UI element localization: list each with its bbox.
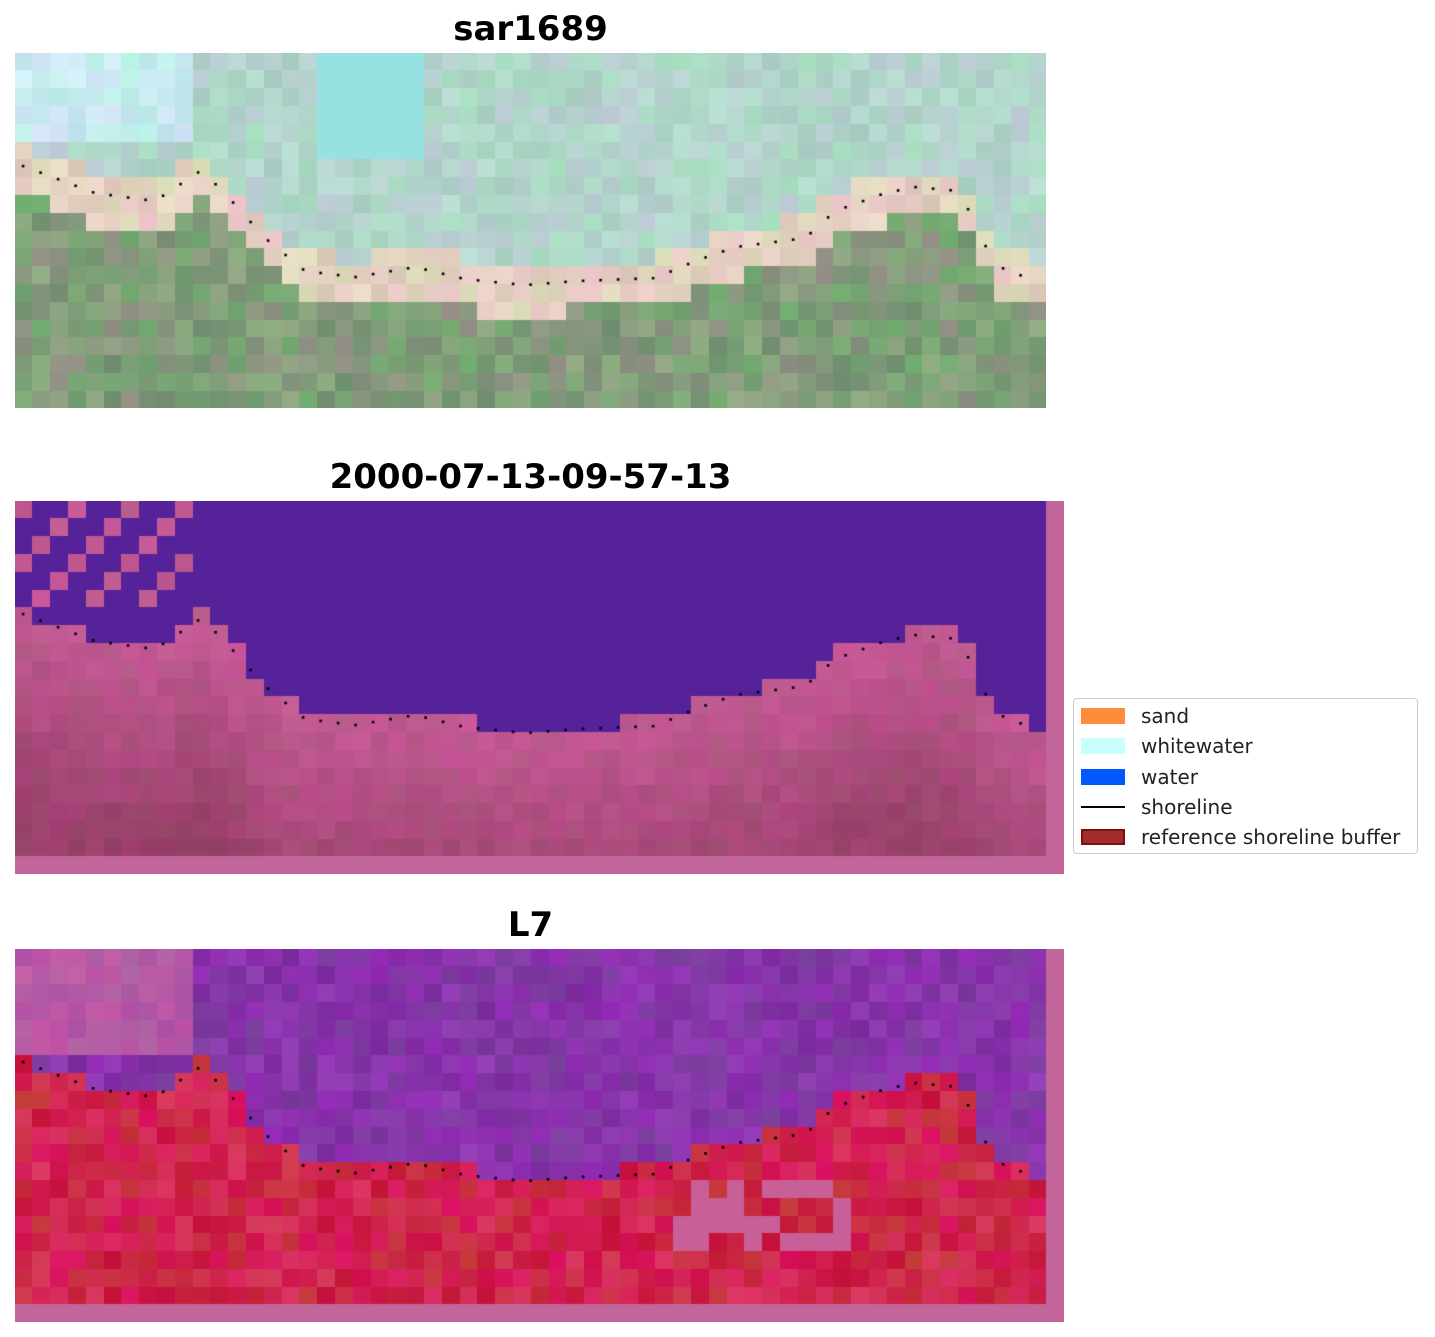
legend-label-sand: sand [1141, 704, 1190, 728]
legend-item-buffer: reference shoreline buffer [1081, 825, 1400, 849]
index-image-panel [15, 949, 1064, 1322]
legend-item-water: water [1081, 765, 1198, 789]
rgb-image-panel [15, 53, 1046, 408]
legend-item-shoreline: shoreline [1081, 795, 1233, 819]
rgb-image [15, 53, 1046, 408]
legend-label-water: water [1141, 765, 1198, 789]
whitewater-swatch [1081, 738, 1125, 754]
legend-label-shoreline: shoreline [1141, 795, 1233, 819]
buffer-swatch [1081, 829, 1125, 845]
panel-title-3: L7 [507, 905, 554, 945]
index-image [15, 949, 1064, 1322]
classified-image [15, 501, 1064, 874]
panel-title-1: sar1689 [453, 9, 608, 49]
classified-image-panel [15, 501, 1064, 874]
water-swatch [1081, 769, 1125, 785]
panel-title-2: 2000-07-13-09-57-13 [329, 457, 732, 497]
legend-item-sand: sand [1081, 704, 1189, 728]
legend-label-whitewater: whitewater [1141, 734, 1253, 758]
legend-item-whitewater: whitewater [1081, 734, 1253, 758]
legend: sand whitewater water shoreline referenc… [1073, 698, 1418, 854]
sand-swatch [1081, 708, 1125, 724]
legend-label-buffer: reference shoreline buffer [1141, 825, 1401, 849]
shoreline-line-swatch [1081, 806, 1125, 808]
